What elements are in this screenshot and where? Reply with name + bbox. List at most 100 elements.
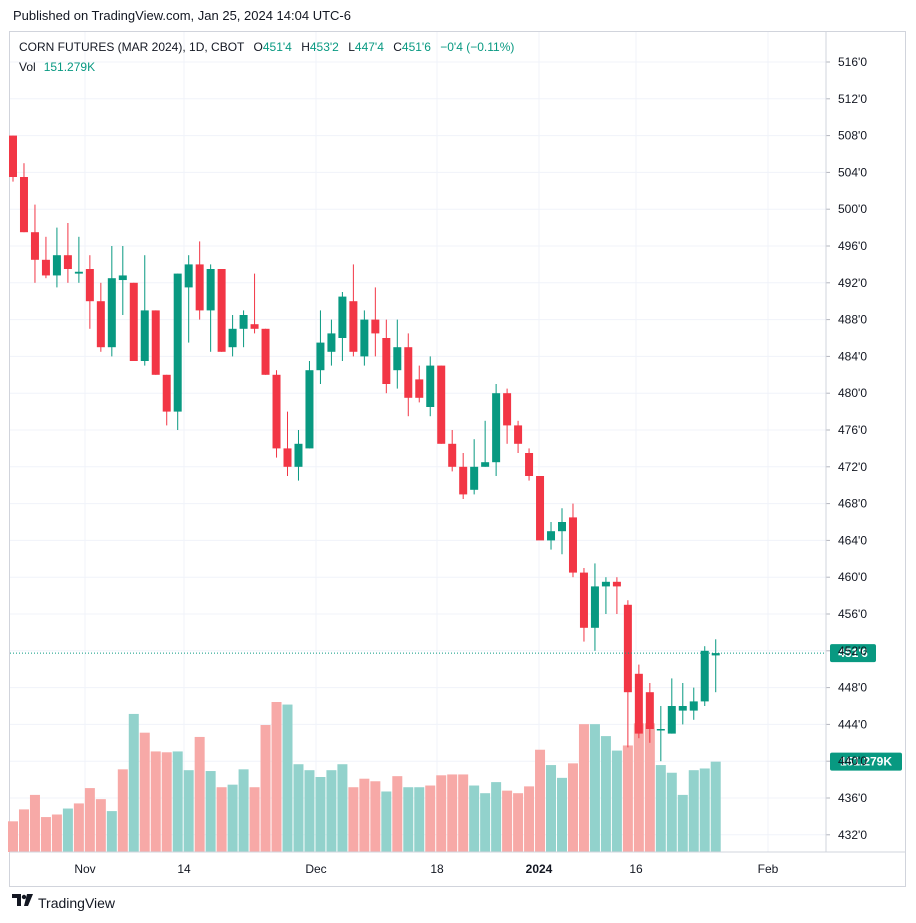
volume-bar	[8, 821, 18, 852]
volume-bar	[535, 749, 546, 852]
candle-body	[525, 453, 534, 476]
candlesticks	[9, 135, 720, 762]
volume-bar	[666, 772, 677, 852]
candle-body	[579, 572, 588, 628]
y-tick-label: 440'0	[838, 754, 867, 768]
y-tick-label: 480'0	[838, 386, 867, 400]
volume-bar	[491, 782, 502, 852]
candle-body	[272, 374, 281, 449]
x-tick-label: Dec	[305, 862, 326, 876]
candle-body	[612, 581, 621, 587]
chart-overlay: 451'6 151.279K	[10, 644, 902, 771]
candle-body	[711, 653, 720, 656]
candle-body	[30, 232, 39, 260]
volume-bar	[600, 736, 611, 852]
candle-body	[568, 517, 577, 573]
candle-body	[536, 476, 545, 541]
footer-brand-name: TradingView	[38, 894, 116, 911]
change-value: −0'4 (−0.11%)	[440, 40, 515, 54]
candle-body	[217, 269, 226, 352]
volume-bar	[567, 763, 578, 852]
volume-bar	[326, 770, 337, 852]
volume-bar	[513, 793, 524, 852]
chart-frame	[9, 31, 906, 887]
volume-bar	[710, 761, 721, 852]
volume-bar	[183, 770, 194, 852]
y-tick-label: 472'0	[838, 460, 867, 474]
candle-body	[371, 319, 380, 334]
volume-value: 151.279K	[43, 60, 96, 74]
candle-body	[261, 328, 270, 375]
y-tick-label: 468'0	[838, 497, 867, 511]
volume-bar	[106, 811, 117, 852]
volume-bar	[51, 814, 62, 852]
y-tick-label: 452'0	[838, 644, 867, 658]
candle-body	[228, 328, 237, 348]
y-tick-label: 456'0	[838, 607, 867, 621]
volume-bar	[40, 817, 51, 852]
candle-body	[41, 259, 50, 276]
time-axis: Nov 14 Dec 18 2024 16 Feb	[10, 851, 905, 876]
candle-body	[656, 729, 665, 731]
volume-bar	[260, 725, 271, 852]
close-label: C	[393, 40, 402, 54]
volume-bar	[392, 776, 403, 852]
y-tick-label: 484'0	[838, 349, 867, 363]
volume-bar	[447, 774, 458, 852]
volume-bar	[95, 799, 106, 852]
volume-bar	[578, 724, 589, 852]
candle-body	[601, 581, 610, 587]
candle-body	[338, 296, 347, 338]
close-value: 451'6	[401, 40, 431, 54]
candle-body	[700, 650, 709, 702]
x-tick-label: Nov	[74, 862, 95, 876]
volume-bar	[655, 765, 666, 852]
x-tick-label: 16	[629, 862, 643, 876]
last-price-label: 451'6	[838, 646, 868, 660]
volume-bar	[370, 781, 381, 852]
candle-body	[426, 365, 435, 407]
volume-bar	[205, 771, 216, 852]
volume-bar	[139, 732, 150, 852]
volume-bar	[84, 788, 95, 852]
candle-body	[558, 522, 566, 532]
candle-body	[514, 425, 523, 444]
x-tick-label: Feb	[758, 862, 779, 876]
y-tick-label: 496'0	[838, 239, 867, 253]
volume-bars	[8, 702, 721, 852]
volume-bar	[633, 723, 644, 852]
candle-body	[349, 301, 358, 352]
volume-label: Vol	[19, 60, 36, 74]
candle-body	[634, 673, 643, 734]
y-tick-label: 476'0	[838, 423, 867, 437]
candle-body	[492, 393, 501, 463]
high-value: 453'2	[309, 40, 339, 54]
candle-body	[645, 692, 654, 729]
y-tick-label: 432'0	[838, 828, 867, 842]
volume-bar	[18, 809, 29, 852]
volume-bar	[677, 794, 688, 852]
y-tick-label: 504'0	[838, 165, 867, 179]
volume-bar	[469, 785, 480, 852]
volume-badge	[830, 752, 902, 771]
candle-body	[52, 255, 61, 276]
volume-bar	[271, 702, 282, 852]
volume-bar	[73, 803, 84, 852]
y-tick-label: 508'0	[838, 129, 867, 143]
footer-brand[interactable]: TradingView	[12, 894, 115, 911]
volume-bar	[381, 791, 392, 852]
y-tick-label: 512'0	[838, 92, 867, 106]
symbol-title[interactable]: CORN FUTURES (MAR 2024), 1D, CBOT	[19, 40, 245, 54]
y-tick-label: 464'0	[838, 533, 867, 547]
volume-bar	[194, 736, 205, 852]
y-tick-label: 460'0	[838, 570, 867, 584]
volume-bar	[589, 724, 600, 852]
volume-bar	[304, 770, 315, 852]
price-axis: 432'0 436'0 440'0 444'0 448'0 452'0 456'0 460'0…	[825, 32, 867, 852]
volume-bar	[644, 723, 655, 852]
volume-bar	[249, 787, 260, 852]
volume-badge-label: 151.279K	[840, 755, 892, 769]
x-tick-label: 14	[177, 862, 191, 876]
candle-body	[239, 315, 248, 329]
